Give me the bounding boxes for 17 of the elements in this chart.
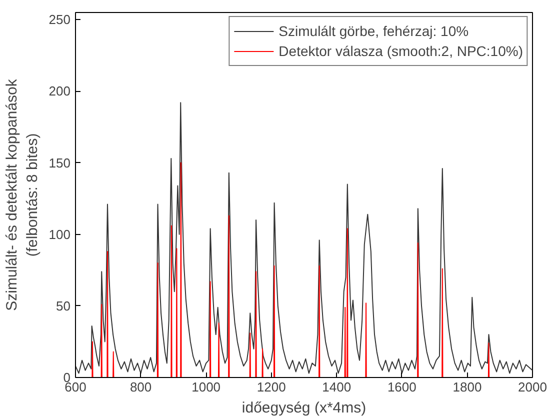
y-tick-label: 200 xyxy=(48,84,71,99)
y-tick-label: 150 xyxy=(48,155,71,170)
x-tick-label: 2000 xyxy=(518,380,547,394)
y-axis-title: Szimulált- és detektált koppanások (felbontás: 8 bites) xyxy=(3,78,41,311)
x-axis-title: időegység (x*4ms) xyxy=(242,400,366,416)
legend-label: Szimulált görbe, fehérzaj: 10% xyxy=(278,23,469,39)
x-tick-label: 1200 xyxy=(256,380,286,394)
x-tick-label: 1000 xyxy=(192,380,221,394)
x-tick-label: 800 xyxy=(130,380,152,394)
x-tick-label: 1400 xyxy=(322,380,352,394)
y-tick-label: 100 xyxy=(48,226,71,242)
y-tick-label: 250 xyxy=(48,12,71,28)
line-series xyxy=(76,102,532,374)
y-tick-label: 50 xyxy=(56,298,71,314)
legend-label: Detektor válasza (smooth:2, NPC:10%) xyxy=(278,43,523,59)
x-tick-label: 1800 xyxy=(452,380,482,394)
x-tick-label: 1600 xyxy=(387,380,416,394)
